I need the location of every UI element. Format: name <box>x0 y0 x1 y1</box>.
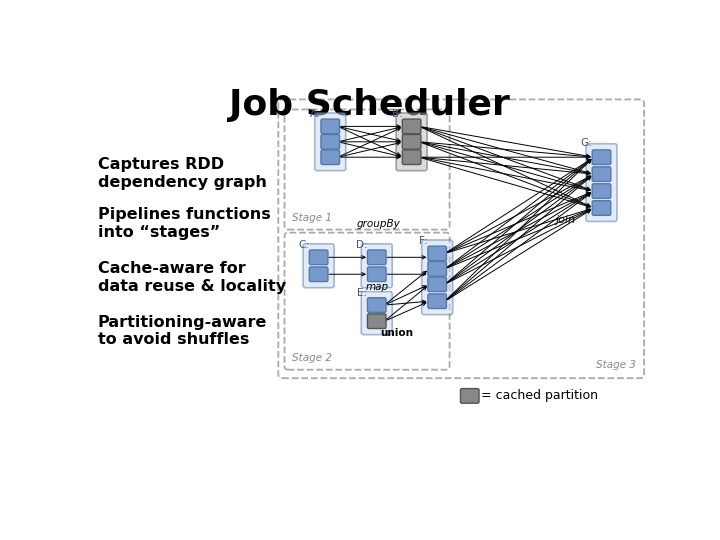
Text: Stage 2: Stage 2 <box>292 353 332 363</box>
FancyBboxPatch shape <box>593 150 611 165</box>
FancyBboxPatch shape <box>310 250 328 265</box>
FancyBboxPatch shape <box>321 134 340 149</box>
FancyBboxPatch shape <box>367 314 386 328</box>
FancyBboxPatch shape <box>593 167 611 181</box>
Text: Stage 1: Stage 1 <box>292 213 332 222</box>
FancyBboxPatch shape <box>367 298 386 312</box>
FancyBboxPatch shape <box>428 261 446 276</box>
FancyBboxPatch shape <box>321 150 340 165</box>
FancyBboxPatch shape <box>428 277 446 292</box>
FancyBboxPatch shape <box>367 267 386 281</box>
FancyBboxPatch shape <box>586 144 617 221</box>
FancyBboxPatch shape <box>402 150 421 165</box>
Text: Partitioning-aware
to avoid shuffles: Partitioning-aware to avoid shuffles <box>98 315 267 347</box>
Text: F:: F: <box>419 236 428 246</box>
FancyBboxPatch shape <box>422 240 453 315</box>
Text: D:: D: <box>356 240 367 250</box>
Text: Job Scheduler: Job Scheduler <box>228 88 510 122</box>
Text: Cache-aware for
data reuse & locality: Cache-aware for data reuse & locality <box>98 261 286 294</box>
Text: Stage 3: Stage 3 <box>595 361 636 370</box>
FancyBboxPatch shape <box>461 389 479 403</box>
Text: join: join <box>555 214 575 225</box>
Text: map: map <box>365 281 388 292</box>
Text: E:: E: <box>357 288 367 298</box>
Text: Captures RDD
dependency graph: Captures RDD dependency graph <box>98 157 266 190</box>
Text: B:: B: <box>392 109 402 119</box>
FancyBboxPatch shape <box>593 184 611 198</box>
FancyBboxPatch shape <box>321 119 340 134</box>
FancyBboxPatch shape <box>303 244 334 288</box>
FancyBboxPatch shape <box>361 292 392 335</box>
Text: C:: C: <box>298 240 310 250</box>
FancyBboxPatch shape <box>315 113 346 171</box>
Text: A:: A: <box>310 109 321 119</box>
Text: Pipelines functions
into “stages”: Pipelines functions into “stages” <box>98 207 271 240</box>
FancyBboxPatch shape <box>428 246 446 261</box>
Text: groupBy: groupBy <box>357 219 400 229</box>
FancyBboxPatch shape <box>402 119 421 134</box>
FancyBboxPatch shape <box>396 113 427 171</box>
FancyBboxPatch shape <box>428 294 446 308</box>
FancyBboxPatch shape <box>367 250 386 265</box>
FancyBboxPatch shape <box>310 267 328 281</box>
FancyBboxPatch shape <box>402 134 421 149</box>
Text: G:: G: <box>580 138 593 149</box>
FancyBboxPatch shape <box>593 201 611 215</box>
FancyBboxPatch shape <box>361 244 392 288</box>
Text: union: union <box>381 328 413 338</box>
Text: = cached partition: = cached partition <box>482 389 598 402</box>
